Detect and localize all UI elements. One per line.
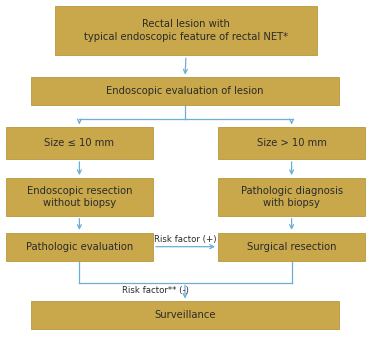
Text: Endoscopic resection
without biopsy: Endoscopic resection without biopsy	[27, 186, 132, 208]
FancyBboxPatch shape	[218, 178, 365, 216]
Text: Rectal lesion with
typical endoscopic feature of rectal NET*: Rectal lesion with typical endoscopic fe…	[84, 19, 288, 42]
FancyBboxPatch shape	[30, 302, 339, 329]
Text: Endoscopic evaluation of lesion: Endoscopic evaluation of lesion	[106, 86, 264, 96]
FancyBboxPatch shape	[56, 6, 316, 56]
FancyBboxPatch shape	[6, 233, 153, 261]
Text: Surveillance: Surveillance	[154, 310, 216, 320]
Text: Size > 10 mm: Size > 10 mm	[257, 138, 326, 148]
FancyBboxPatch shape	[218, 233, 365, 261]
FancyBboxPatch shape	[6, 178, 153, 216]
FancyBboxPatch shape	[30, 78, 339, 105]
Text: Risk factor** (-): Risk factor** (-)	[122, 285, 188, 295]
FancyBboxPatch shape	[218, 127, 365, 159]
FancyBboxPatch shape	[6, 127, 153, 159]
Text: Pathologic diagnosis
with biopsy: Pathologic diagnosis with biopsy	[240, 186, 343, 208]
Text: Pathologic evaluation: Pathologic evaluation	[26, 242, 133, 252]
Text: Surgical resection: Surgical resection	[247, 242, 336, 252]
Text: Risk factor (+): Risk factor (+)	[154, 235, 217, 244]
Text: Size ≤ 10 mm: Size ≤ 10 mm	[45, 138, 114, 148]
